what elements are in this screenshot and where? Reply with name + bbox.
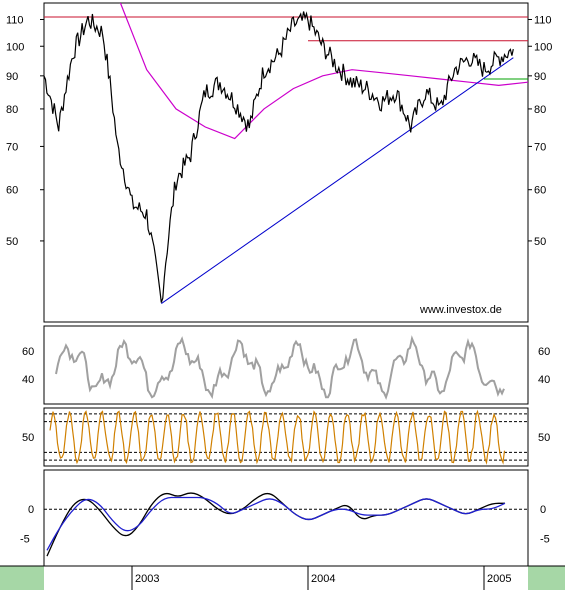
price-panel: 110 110 100 100 90 90 80 80 70 70 60 60 50 50 [6, 3, 552, 305]
macd-series-1 [46, 496, 506, 551]
osc2-ytick-right: 50 [538, 432, 550, 444]
oscillator-2-panel: 50 50 [22, 409, 550, 465]
price-ytick-left: 50 [6, 236, 18, 248]
price-ytick-right: 70 [534, 141, 546, 153]
price-ytick-left: 80 [6, 104, 18, 116]
macd-ytick-left: -5 [20, 534, 30, 546]
price-ytick-right: 80 [534, 104, 546, 116]
panel-frame-o1 [43, 325, 529, 405]
osc1-ytick-left: 40 [22, 374, 34, 386]
oscillator-1-panel: 60 60 40 40 [22, 335, 550, 400]
price-ytick-left: 60 [6, 185, 18, 197]
panel-frame-macd [43, 469, 529, 567]
oscillator-2-line [49, 409, 506, 465]
osc2-ytick-left: 50 [22, 432, 34, 444]
oscillator-1-line [55, 335, 505, 400]
axis-band-left [0, 566, 44, 590]
time-tick-label: 2005 [487, 573, 511, 585]
price-ytick-right: 50 [534, 236, 546, 248]
price-ytick-right: 110 [534, 14, 552, 26]
panel-frame-price [43, 2, 529, 323]
price-ytick-right: 100 [534, 41, 552, 53]
osc1-ytick-right: 40 [538, 374, 550, 386]
price-ytick-right: 60 [534, 185, 546, 197]
price-ytick-left: 100 [6, 41, 24, 53]
panel-frame-o2 [43, 407, 529, 467]
axis-band-right [528, 566, 565, 590]
price-ytick-right: 90 [534, 71, 546, 83]
macd-panel: 0 0 -5 -5 [20, 492, 550, 557]
price-ytick-left: 110 [6, 14, 24, 26]
time-axis: 2003 2004 2005 [131, 566, 511, 590]
time-tick-label: 2003 [135, 573, 159, 585]
macd-ytick-left: 0 [28, 504, 34, 516]
price-line [43, 11, 514, 303]
osc1-ytick-right: 60 [538, 346, 550, 358]
watermark-text: www.investox.de [419, 304, 502, 316]
macd-ytick-right: -5 [540, 534, 550, 546]
osc1-ytick-left: 60 [22, 346, 34, 358]
macd-ytick-right: 0 [540, 504, 546, 516]
price-ytick-left: 90 [6, 71, 18, 83]
trend-line [161, 57, 514, 305]
price-ytick-left: 70 [6, 141, 18, 153]
moving-average-line [119, 3, 528, 140]
time-tick-label: 2004 [311, 573, 335, 585]
